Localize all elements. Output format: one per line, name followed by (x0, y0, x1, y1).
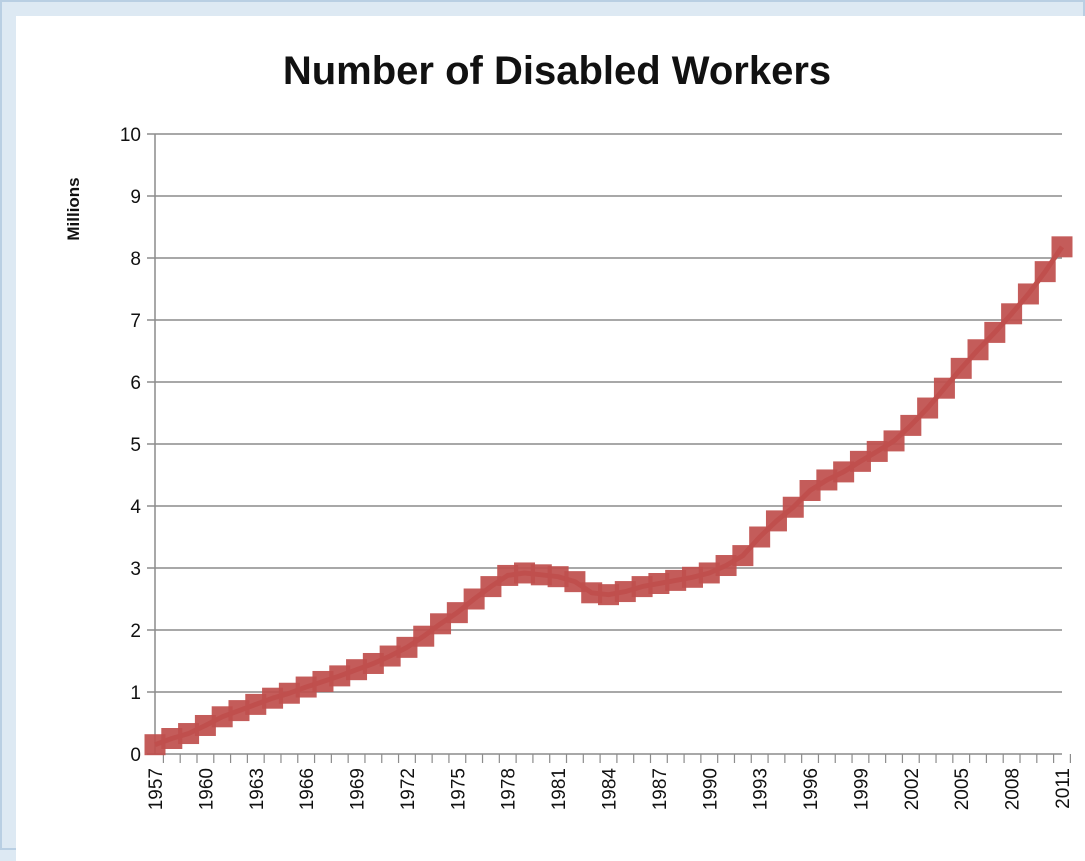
series-disabled-workers (144, 236, 1073, 756)
data-point-marker (514, 562, 536, 584)
data-point-marker (262, 687, 284, 709)
data-point-marker (346, 659, 368, 681)
x-tick-label: 1957 (146, 768, 167, 810)
data-point-marker (833, 461, 855, 483)
data-point-marker (917, 397, 939, 419)
data-point-marker (883, 430, 905, 452)
data-point-marker (900, 414, 922, 436)
x-tick-label: 1975 (448, 768, 469, 810)
data-point-marker (816, 469, 838, 491)
x-tick-label: 1984 (600, 768, 621, 811)
x-tick-labels: 1957 1960 1963 1966 1969 1972 1975 1978 1981 1984… (146, 768, 1074, 811)
y-tick-label: 4 (130, 497, 141, 518)
data-point-marker (715, 555, 737, 577)
y-tick-label: 2 (130, 621, 141, 642)
data-point-marker (1051, 236, 1073, 258)
series-line (154, 245, 1065, 748)
data-point-marker (598, 584, 619, 606)
x-tick-label: 2005 (952, 768, 973, 810)
x-tick-label: 1987 (650, 768, 671, 810)
data-point-marker (161, 728, 183, 749)
data-point-marker (497, 564, 519, 586)
data-point-marker (631, 576, 653, 598)
y-tick-label: 7 (130, 311, 141, 332)
x-tick-label: 1960 (196, 768, 217, 810)
data-point-marker (413, 625, 435, 647)
data-point-marker (581, 582, 603, 604)
data-point-marker (749, 526, 771, 548)
data-point-marker (396, 636, 418, 658)
data-point-marker (329, 665, 351, 687)
x-tick-label: 1963 (247, 768, 268, 810)
data-point-marker (799, 480, 821, 501)
data-point-marker (1001, 303, 1023, 325)
x-tick-label: 2008 (1003, 768, 1024, 810)
data-point-marker (463, 588, 485, 610)
data-point-marker (950, 357, 972, 379)
x-tick-label: 2011 (1053, 768, 1074, 809)
chart-area: Number of Disabled Workers Millions 0 1 2 3… (16, 16, 1085, 861)
data-point-marker (564, 571, 586, 593)
data-point-marker (765, 510, 787, 532)
y-tick-label: 6 (130, 373, 141, 394)
chart-title: Number of Disabled Workers (283, 49, 831, 93)
y-tick-label: 0 (130, 745, 141, 766)
data-point-marker (648, 573, 670, 594)
x-tick-label: 1972 (398, 768, 419, 810)
data-point-marker (1017, 283, 1039, 305)
data-point-marker (379, 645, 401, 667)
data-point-marker (480, 576, 502, 598)
data-point-marker (547, 566, 569, 588)
data-point-marker (665, 569, 687, 591)
axes (147, 133, 1071, 763)
data-point-marker (178, 723, 200, 745)
y-tick-label: 5 (130, 435, 141, 456)
data-point-marker (245, 693, 267, 715)
x-tick-label: 1996 (801, 768, 822, 810)
data-point-marker (984, 321, 1006, 343)
y-tick-label: 9 (130, 187, 141, 208)
data-point-marker (530, 564, 552, 586)
data-point-marker (782, 496, 804, 518)
x-tick-label: 1990 (700, 768, 721, 810)
x-tick-label: 2002 (902, 768, 923, 810)
data-point-marker (698, 562, 720, 584)
data-point-marker (933, 377, 955, 399)
data-point-marker (278, 682, 300, 704)
data-point-marker (228, 700, 250, 722)
x-tick-label: 1999 (851, 768, 872, 810)
data-point-marker (681, 566, 703, 588)
data-point-marker (211, 706, 233, 728)
data-point-marker (295, 676, 317, 698)
y-tick-labels: 0 1 2 3 4 5 6 7 8 9 10 (120, 125, 142, 766)
x-tick-label: 1966 (297, 768, 318, 810)
data-point-marker (1034, 261, 1056, 283)
y-tick-label: 3 (130, 559, 141, 580)
x-tick-label: 1978 (499, 768, 520, 810)
data-point-marker (312, 670, 334, 692)
data-point-marker (362, 652, 384, 674)
data-point-marker (430, 613, 452, 635)
x-tick-label: 1969 (348, 768, 369, 810)
y-tick-label: 10 (120, 125, 141, 146)
y-tick-label: 8 (130, 249, 141, 270)
data-point-marker (446, 602, 468, 624)
data-point-marker (866, 440, 888, 462)
data-point-marker (732, 545, 754, 567)
y-tick-label: 1 (130, 683, 141, 704)
x-tick-label: 1981 (549, 768, 570, 810)
line-chart: Number of Disabled Workers Millions 0 1 2 3… (64, 49, 1074, 811)
data-point-marker (194, 714, 216, 736)
data-point-marker (967, 339, 989, 361)
data-point-marker (614, 581, 636, 603)
y-axis-label: Millions (64, 177, 83, 240)
gridlines (155, 133, 1062, 693)
data-point-marker (849, 450, 871, 472)
data-point-marker (144, 734, 166, 756)
x-tick-label: 1993 (751, 768, 772, 810)
